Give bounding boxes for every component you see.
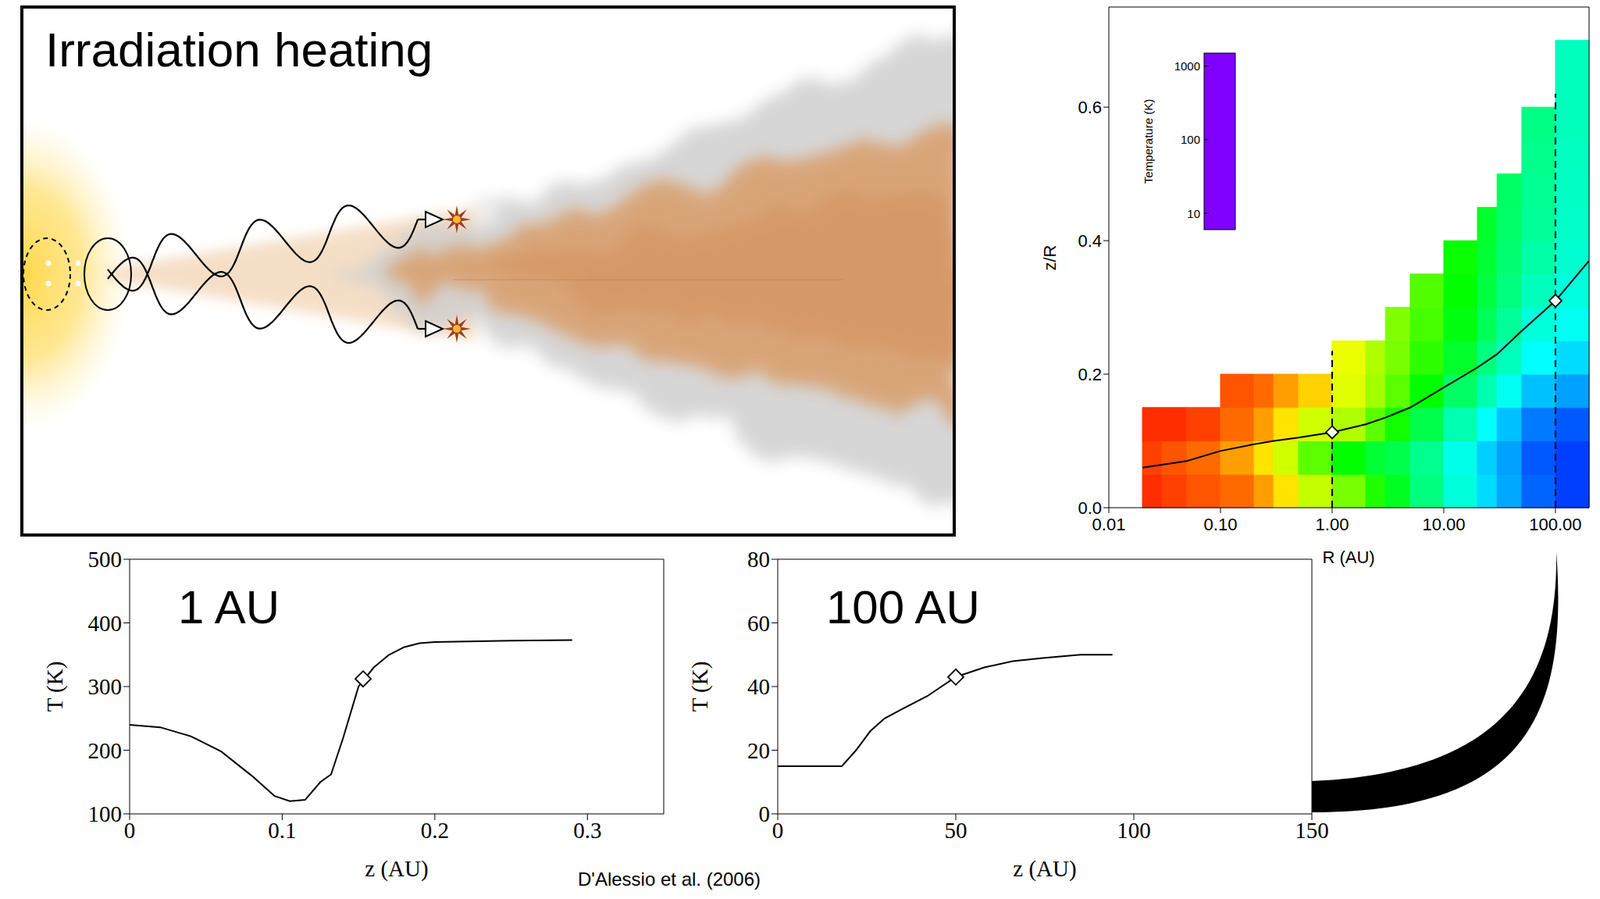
svg-text:0.6: 0.6 [1077,97,1102,118]
svg-text:300: 300 [88,673,123,699]
html-text:Irradiation heating: Irradiation heating [45,22,433,77]
svg-text:0.0: 0.0 [1077,498,1102,518]
svg-text:20: 20 [747,737,770,763]
svg-text:200: 200 [88,737,123,763]
svg-text:100: 100 [1180,132,1201,147]
svg-text:0.01: 0.01 [1092,514,1126,534]
html-text:1 AU: 1 AU [178,580,280,634]
svg-text:60: 60 [747,610,770,636]
svg-text:0.2: 0.2 [1077,364,1102,385]
html-text:z (AU): z (AU) [364,855,429,881]
svg-text:1000: 1000 [1174,59,1201,73]
html-text:z (AU): z (AU) [1013,855,1077,881]
svg-text:400: 400 [88,610,123,636]
svg-text:40: 40 [747,673,770,699]
svg-text:100: 100 [88,801,123,827]
svg-text:10.00: 10.00 [1421,514,1465,535]
html-text:100 AU: 100 AU [826,580,980,634]
svg-text:1.00: 1.00 [1315,514,1350,535]
svg-text:100.00: 100.00 [1528,514,1582,535]
svg-text:0.10: 0.10 [1204,514,1238,535]
svg-text:500: 500 [88,546,123,572]
svg-text:0.2: 0.2 [420,817,449,843]
svg-text:0.1: 0.1 [267,817,296,843]
svg-text:0.4: 0.4 [1077,231,1102,251]
html-text:z/R: z/R [1040,244,1060,271]
svg-text:10: 10 [1186,206,1201,221]
svg-text:0.3: 0.3 [573,817,602,843]
svg-text:Temperature (K): Temperature (K) [1141,99,1155,184]
html-text:T (K): T (K) [686,661,712,712]
svg-text:0: 0 [759,801,771,827]
svg-text:80: 80 [747,546,770,572]
html-text:R (AU): R (AU) [1322,547,1375,567]
html-text:D'Alessio et al. (2006): D'Alessio et al. (2006) [577,868,761,890]
svg-text:0: 0 [772,817,784,843]
svg-text:150: 150 [1294,817,1329,843]
svg-text:100: 100 [1116,817,1152,843]
html-text:T (K): T (K) [41,661,67,712]
svg-text:50: 50 [944,817,968,843]
svg-text:0: 0 [124,817,136,843]
